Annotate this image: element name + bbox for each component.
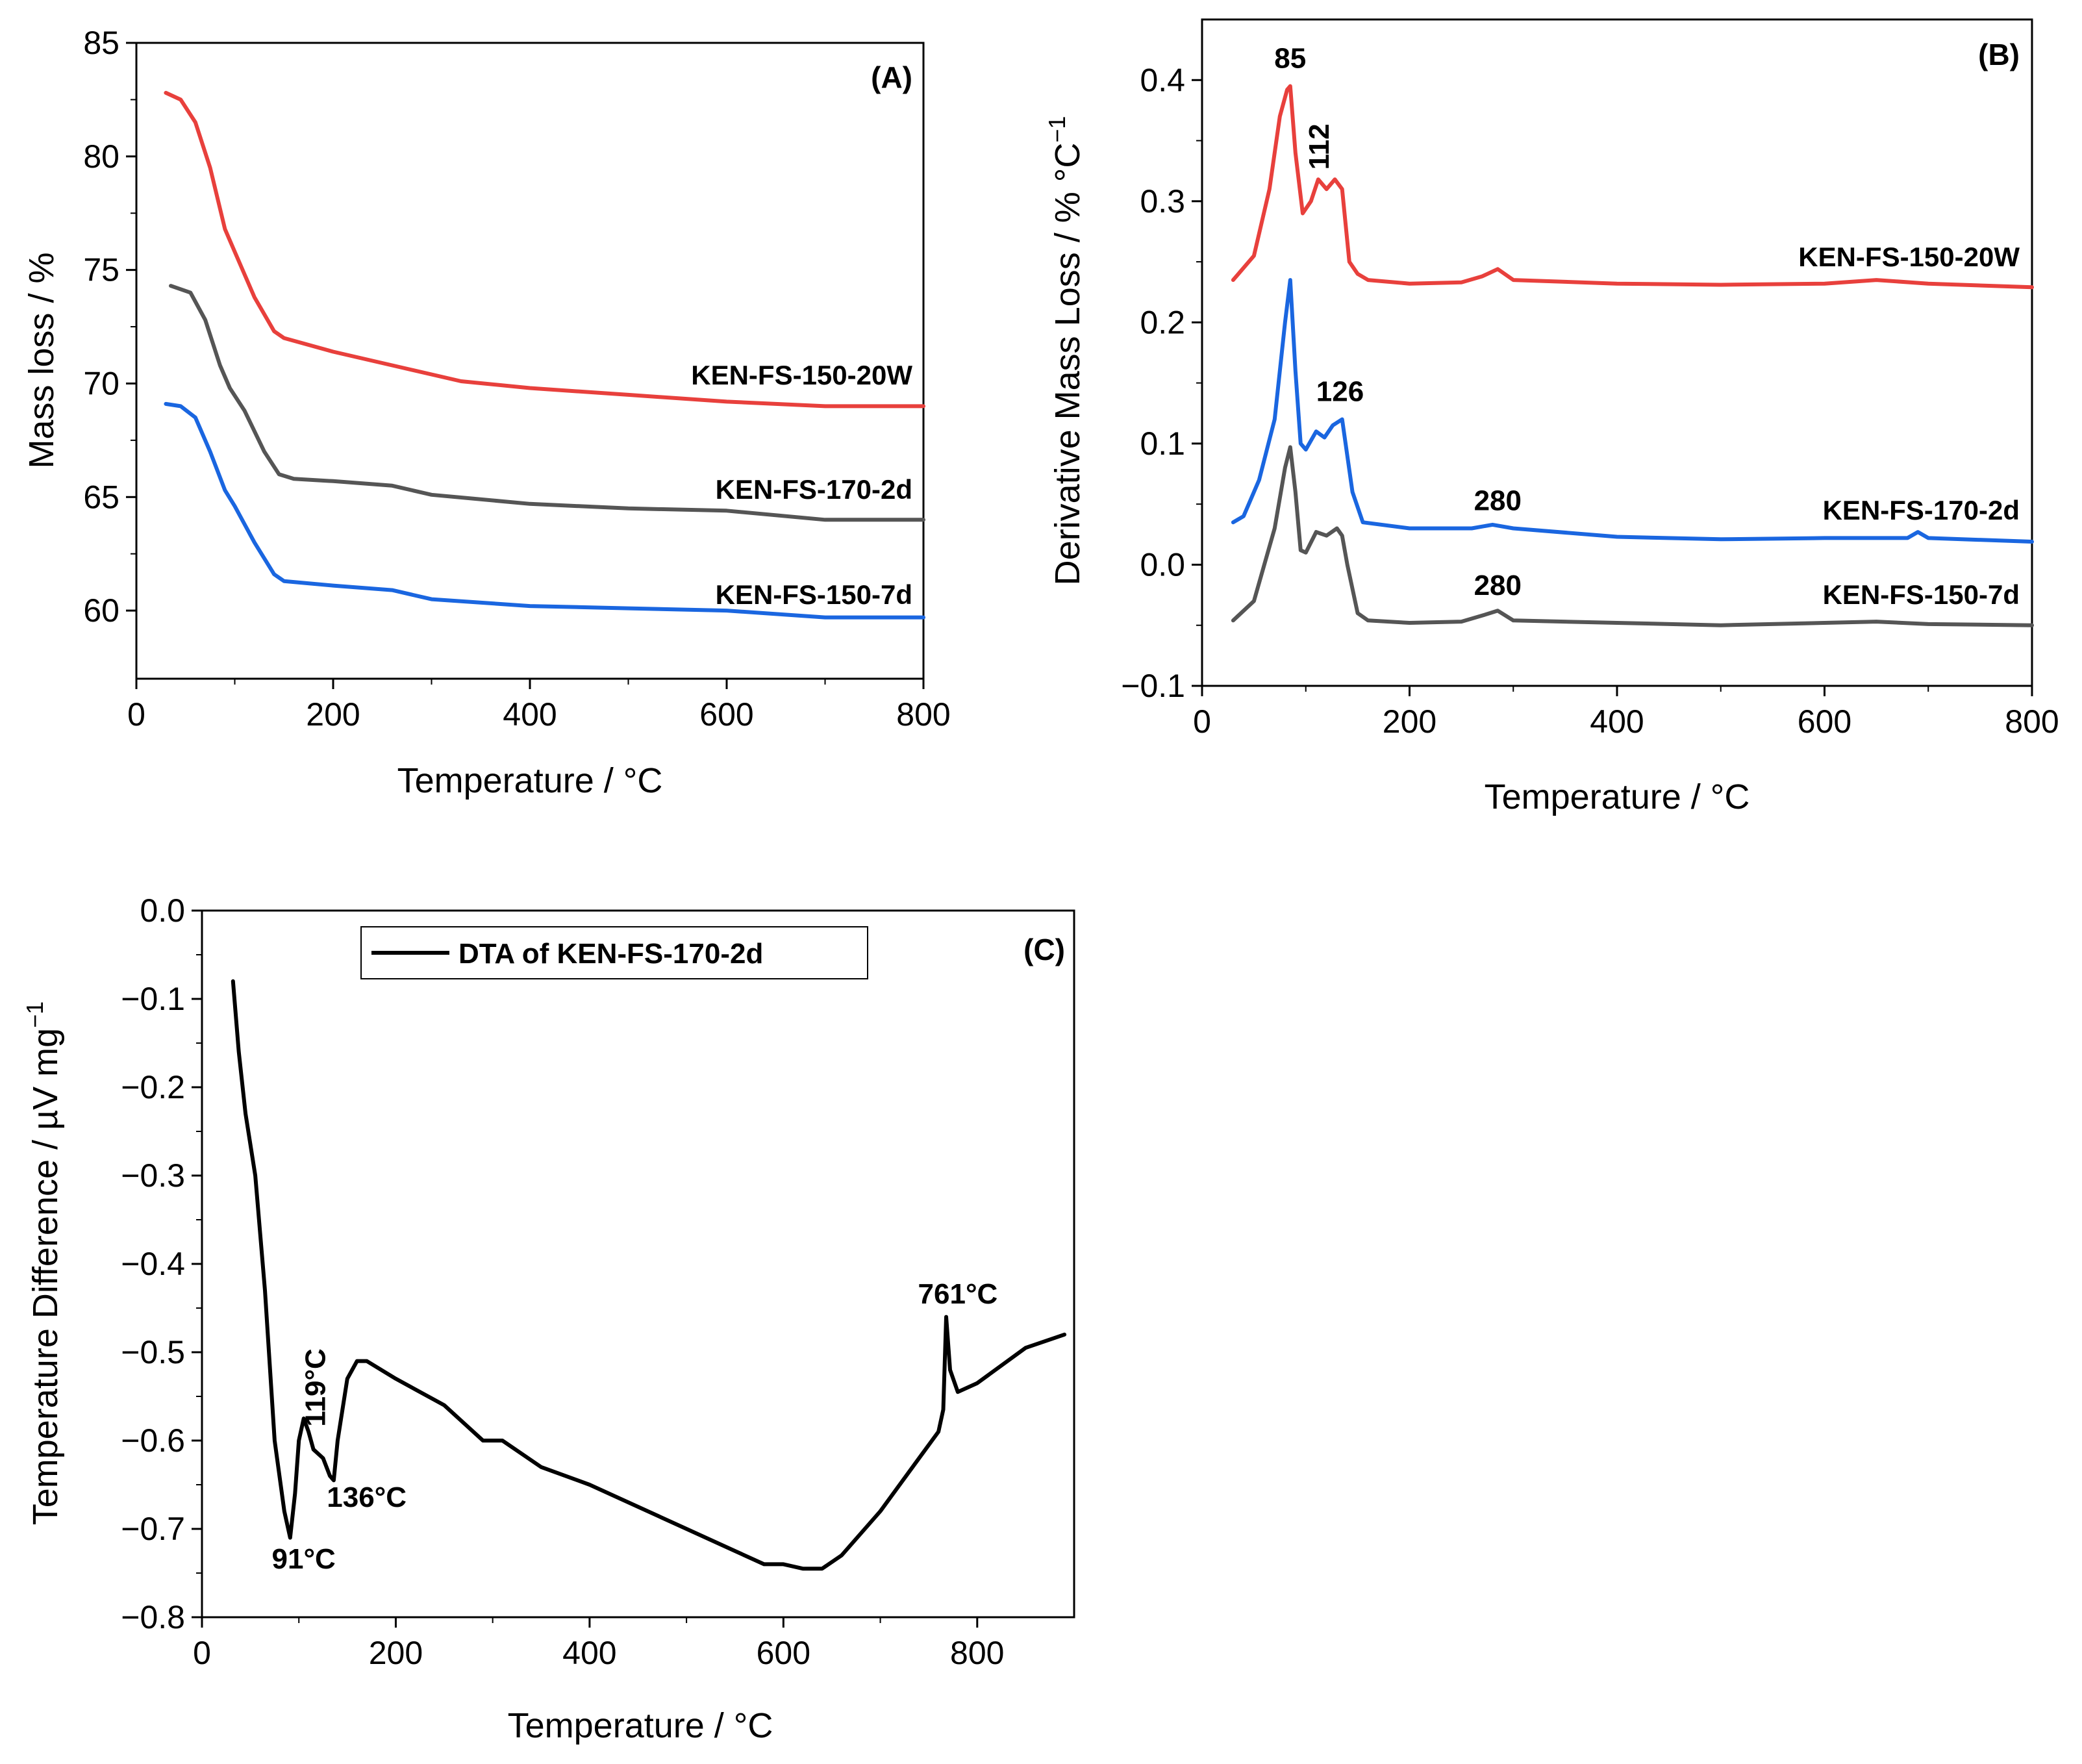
panel-a-y-axis-label: Mass loss / % bbox=[22, 252, 61, 468]
panel-a-y-tick-label: 60 bbox=[83, 592, 119, 629]
panel-b-series-label: KEN-FS-170-2d bbox=[1823, 495, 2020, 525]
panel-c-y-tick-label: −0.4 bbox=[121, 1246, 185, 1282]
panel-a-series-label: KEN-FS-150-20W bbox=[691, 360, 912, 390]
panel-b-x-tick-label: 0 bbox=[1193, 703, 1211, 740]
panel-b-peak-label: 280 bbox=[1474, 570, 1522, 601]
panel-c-peak-label: 91°C bbox=[272, 1543, 336, 1575]
panel-a-series-label: KEN-FS-150-7d bbox=[716, 579, 912, 610]
panel-b-peak-annotations: 85 112 126 280 280 bbox=[1274, 43, 1522, 601]
panel-b-y-axis-label-main: Derivative Mass Loss / % °C bbox=[1048, 143, 1087, 586]
panel-c-y-tick-label: −0.6 bbox=[121, 1422, 185, 1459]
panel-a-x-tick-label: 800 bbox=[896, 696, 950, 733]
panel-b-y-tick-label: 0.2 bbox=[1140, 304, 1185, 340]
panel-a-y-tick-label: 75 bbox=[83, 252, 119, 288]
panel-b-x-tick-label: 400 bbox=[1590, 703, 1644, 740]
panel-b-label: (B) bbox=[1978, 38, 2020, 71]
panel-c-y-tick-label: −0.5 bbox=[121, 1334, 185, 1370]
panel-c-y-axis-label: Temperature Difference / µV mg−1 bbox=[21, 1002, 65, 1526]
panel-a-series-label: KEN-FS-170-2d bbox=[716, 474, 912, 505]
panel-c-x-tick-label: 600 bbox=[757, 1635, 810, 1671]
panel-a-y-tick-label: 85 bbox=[83, 25, 119, 61]
panel-b-y-axis-label-superscript: −1 bbox=[1044, 116, 1070, 143]
panel-a-label: (A) bbox=[871, 60, 912, 94]
panel-c-peak-label: 761°C bbox=[918, 1278, 998, 1310]
panel-c: 0 200 400 600 800 0.0 −0.1 −0.2 −0.3 −0.4 −0.5 −0.6… bbox=[21, 892, 1075, 1745]
panel-a-x-tick-label: 600 bbox=[699, 696, 753, 733]
panel-a-x-tick-label: 0 bbox=[127, 696, 145, 733]
panel-b-series-line-ken-fs-170-2d bbox=[1231, 278, 2034, 544]
panel-a: 0 200 400 600 800 60 65 70 75 80 85 KEN-FS-150-20W… bbox=[22, 25, 951, 800]
panel-c-y-tick-label: −0.1 bbox=[121, 981, 185, 1017]
panel-b-axis-ticks: 0 200 400 600 800 −0.1 0.0 0.1 0.2 0.3 0.4 bbox=[1121, 62, 2059, 740]
panel-a-y-tick-label: 70 bbox=[83, 365, 119, 401]
panel-c-x-tick-label: 400 bbox=[562, 1635, 616, 1671]
panel-b-peak-label: 85 bbox=[1274, 43, 1306, 75]
panel-c-y-tick-label: −0.2 bbox=[121, 1069, 185, 1105]
panel-c-y-tick-label: 0.0 bbox=[140, 892, 185, 929]
panel-b-peak-label: 112 bbox=[1303, 123, 1335, 170]
panel-b-series-label: KEN-FS-150-20W bbox=[1798, 242, 2020, 272]
panel-b-x-axis-label: Temperature / °C bbox=[1485, 777, 1750, 816]
panel-b-peak-label: 126 bbox=[1316, 376, 1364, 408]
panel-c-x-tick-label: 800 bbox=[950, 1635, 1004, 1671]
panel-a-y-tick-label: 80 bbox=[83, 138, 119, 175]
panel-c-x-tick-label: 0 bbox=[193, 1635, 211, 1671]
panel-c-y-axis-label-superscript: −1 bbox=[21, 1002, 48, 1028]
panel-b-y-axis-label: Derivative Mass Loss / % °C−1 bbox=[1044, 116, 1087, 586]
panel-c-peak-annotations: 91°C 119°C 136°C 761°C bbox=[272, 1278, 998, 1575]
panel-b-y-tick-label: 0.0 bbox=[1140, 546, 1185, 583]
panel-c-series bbox=[231, 979, 1067, 1571]
panel-c-x-tick-label: 200 bbox=[369, 1635, 423, 1671]
panel-c-legend: DTA of KEN-FS-170-2d bbox=[360, 926, 868, 979]
panel-c-peak-label: 136°C bbox=[327, 1481, 407, 1513]
panel-a-y-tick-label: 65 bbox=[83, 479, 119, 515]
panel-b-y-tick-label: 0.4 bbox=[1140, 62, 1185, 98]
panel-c-y-axis-label-main: Temperature Difference / µV mg bbox=[26, 1028, 65, 1525]
panel-c-series-line-dta-of-ken-fs-170-2d bbox=[231, 979, 1067, 1571]
panel-b-x-tick-label: 200 bbox=[1383, 703, 1436, 740]
panel-c-label: (C) bbox=[1023, 933, 1065, 966]
panel-b-series bbox=[1231, 84, 2034, 627]
panel-a-series-labels: KEN-FS-150-20W KEN-FS-170-2d KEN-FS-150-7d bbox=[691, 360, 912, 610]
panel-b-y-tick-label: 0.1 bbox=[1140, 425, 1185, 462]
panel-b-series-label: KEN-FS-150-7d bbox=[1823, 579, 2020, 610]
panel-c-x-axis-label: Temperature / °C bbox=[508, 1706, 773, 1745]
panel-c-y-tick-label: −0.8 bbox=[121, 1599, 185, 1635]
panel-c-peak-label: 119°C bbox=[300, 1348, 332, 1426]
panel-b-y-tick-label: 0.3 bbox=[1140, 183, 1185, 220]
panel-b-y-tick-label: −0.1 bbox=[1121, 668, 1185, 704]
panel-b-peak-label: 280 bbox=[1474, 485, 1522, 517]
panel-c-axis-ticks: 0 200 400 600 800 0.0 −0.1 −0.2 −0.3 −0.4 −0.5 −0.6… bbox=[121, 892, 1004, 1671]
panel-b-x-tick-label: 600 bbox=[1798, 703, 1851, 740]
panel-a-x-tick-label: 200 bbox=[306, 696, 360, 733]
panel-a-series-line-ken-fs-170-2d bbox=[169, 284, 925, 522]
panel-a-series-line-ken-fs-150-20w bbox=[164, 90, 925, 409]
panel-a-series bbox=[164, 90, 925, 620]
panel-a-axis-ticks: 0 200 400 600 800 60 65 70 75 80 85 bbox=[83, 25, 950, 733]
panel-a-x-tick-label: 400 bbox=[503, 696, 557, 733]
panel-a-x-axis-label: Temperature / °C bbox=[397, 761, 663, 800]
panel-c-y-tick-label: −0.7 bbox=[121, 1511, 185, 1547]
panel-c-legend-label: DTA of KEN-FS-170-2d bbox=[458, 938, 763, 970]
panel-b: 0 200 400 600 800 −0.1 0.0 0.1 0.2 0.3 0.4 KEN-FS-… bbox=[1044, 18, 2059, 816]
panel-b-x-tick-label: 800 bbox=[2005, 703, 2059, 740]
panel-b-series-line-ken-fs-150-7d bbox=[1231, 445, 2034, 627]
panel-b-series-line-ken-fs-150-20w bbox=[1231, 84, 2034, 290]
panel-a-series-line-ken-fs-150-7d bbox=[164, 401, 925, 620]
panel-b-series-labels: KEN-FS-150-20W KEN-FS-170-2d KEN-FS-150-7d bbox=[1798, 242, 2020, 610]
panel-c-y-tick-label: −0.3 bbox=[121, 1157, 185, 1194]
